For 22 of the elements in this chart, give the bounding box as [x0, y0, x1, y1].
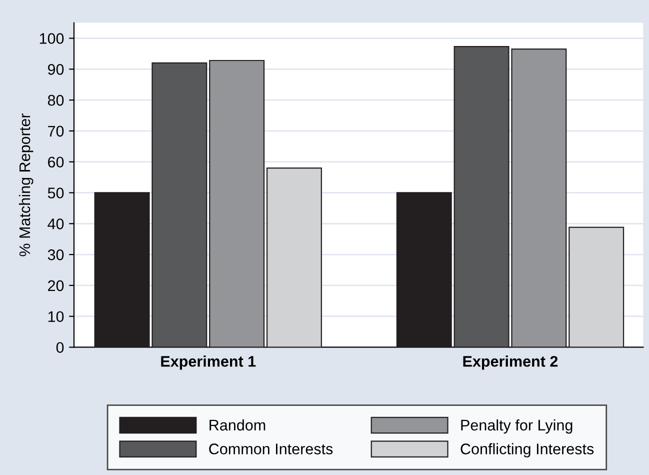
y-tick-label: 0: [56, 342, 64, 353]
legend-label: Random: [210, 419, 266, 431]
y-tick-label: 10: [48, 311, 64, 322]
bar: [568, 226, 624, 348]
y-tick-label: 20: [48, 280, 64, 292]
y-tick-label: 40: [48, 218, 64, 230]
legend-label: Common Interests: [209, 444, 333, 454]
x-tick-label: Experiment 2: [463, 356, 558, 370]
bar: [209, 60, 265, 348]
legend-label: Penalty for Lying: [461, 419, 572, 434]
y-tick-label: 90: [48, 64, 64, 75]
y-tick-label: 60: [48, 156, 64, 168]
y-tick-label: 100: [40, 33, 64, 44]
bar: [266, 167, 322, 348]
bar: [396, 192, 452, 348]
legend-label: Conflicting Interests: [460, 443, 594, 458]
y-tick-label: 30: [48, 249, 64, 260]
y-tick-label: 80: [48, 94, 64, 106]
y-tick-label: 50: [48, 188, 64, 198]
y-axis-title: % Matching Reporter: [18, 114, 34, 256]
x-tick-label: Experiment 1: [161, 356, 256, 370]
y-tick-label: 70: [48, 126, 64, 137]
